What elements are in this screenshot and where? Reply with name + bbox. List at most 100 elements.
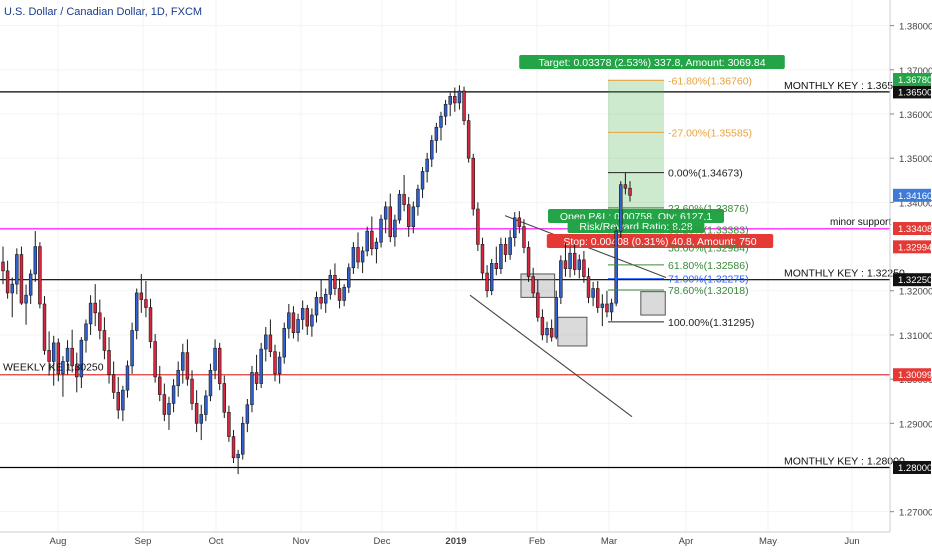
candle-body <box>79 339 84 378</box>
horizontal-levels <box>0 91 890 469</box>
level-labels: MONTHLY KEY : 1.36500 minor support MONTHL… <box>3 80 905 468</box>
candle-body <box>213 347 217 371</box>
candle-body <box>365 230 369 252</box>
candle-body <box>623 184 628 189</box>
candle-body <box>337 288 342 301</box>
candle-body <box>494 263 499 269</box>
price-axis[interactable]: 1.38000 1.37000 1.36000 1.35000 1.34000 1.320… <box>889 0 932 532</box>
fib-level-label: 50.00%(1.32984) <box>668 242 749 254</box>
candle-body <box>393 219 397 238</box>
long-position-tool[interactable]: Target: 0.03378 (2.53%) 337.8, Amount: 3… <box>519 55 785 248</box>
candle-body <box>139 292 144 300</box>
candle-body <box>333 274 337 289</box>
candle-body <box>466 120 471 159</box>
candle-body <box>65 347 70 362</box>
level-price-badge-text: 1.28000 <box>898 463 932 474</box>
candle-body <box>5 270 10 294</box>
time-tick-label: Feb <box>529 536 545 547</box>
time-tick-label: Apr <box>679 536 694 547</box>
fib-level-label: -27.00%(1.35585) <box>668 127 752 139</box>
candle-body <box>194 403 199 424</box>
price-tick-label: 1.38000 <box>899 22 932 33</box>
level-price-badge-bg <box>893 368 931 382</box>
chart-title: U.S. Dollar / Canadian Dollar, 1D, FXCM <box>4 6 202 18</box>
candle-body <box>388 206 392 238</box>
price-badge-text: 1.32994 <box>898 242 932 253</box>
level-price-badge: 1.32250 <box>893 273 932 287</box>
candle-body <box>582 259 586 277</box>
candle-body <box>457 90 462 104</box>
candle-body <box>167 403 171 415</box>
candle-body <box>545 328 549 336</box>
candle-body <box>508 237 512 255</box>
candle-body <box>411 206 416 227</box>
fib-level-label: 71.00%(1.32275) <box>668 274 749 286</box>
price-badge-bg <box>893 222 931 236</box>
candle-body <box>111 374 116 393</box>
candle-body <box>563 260 568 269</box>
candle-body <box>360 250 365 263</box>
candle-body <box>605 303 609 313</box>
candle-body <box>51 342 56 362</box>
level-price-badge: 1.28000 <box>893 460 932 474</box>
candle-body <box>56 342 61 375</box>
candle-body <box>471 157 475 210</box>
candle-body <box>356 247 360 263</box>
time-tick-label: Nov <box>293 536 310 547</box>
price-badge: 1.34160 <box>893 188 932 202</box>
candle-body <box>397 194 402 221</box>
candle-body <box>190 378 194 404</box>
price-badge: 1.32994 <box>893 240 932 254</box>
candle-body <box>116 392 120 411</box>
candle-body <box>572 252 577 270</box>
price-tick-label: 1.35000 <box>899 154 932 165</box>
candle-body <box>568 252 572 269</box>
candle-body <box>416 188 420 208</box>
candle-body <box>342 286 346 301</box>
level-price-badge-text: 1.36500 <box>898 87 932 98</box>
highlight-box <box>557 316 588 347</box>
time-tick-label: Aug <box>50 536 67 547</box>
fibonacci-retracement[interactable]: -61.80%(1.36760) -27.00%(1.35585) 0.00%(1.… <box>608 75 754 329</box>
level-price-badge-text: 1.30099 <box>898 370 932 381</box>
candle-body <box>264 334 268 350</box>
candle-body <box>614 230 618 304</box>
candle-body <box>222 383 227 413</box>
candle-body <box>305 308 310 327</box>
minor-support-label: minor support <box>830 217 891 228</box>
candle-body <box>254 372 259 384</box>
candle-body <box>480 244 485 274</box>
price-badge-text: 1.36780 <box>898 75 932 86</box>
time-tick-label: 2019 <box>445 536 466 547</box>
candle-body <box>296 319 300 334</box>
candle-body <box>287 312 291 329</box>
candle-body <box>383 206 388 220</box>
fib-level-label: 78.60%(1.32018) <box>668 285 749 297</box>
candle-body <box>600 303 605 308</box>
fib-level-label: -61.80%(1.36760) <box>668 75 752 87</box>
candle-body <box>549 328 554 338</box>
candle-body <box>273 351 277 375</box>
candle-body <box>153 341 157 378</box>
candle-body <box>144 299 148 308</box>
candle-body <box>268 334 273 353</box>
level-price-badge: 1.36500 <box>893 85 932 99</box>
candle-body <box>559 260 563 298</box>
position-stop-label-text: Stop: 0.00408 (0.31%) 40.8, Amount: 750 <box>563 236 756 248</box>
candle-body <box>609 302 614 313</box>
price-tick-label: 1.32000 <box>899 287 932 298</box>
price-tick-label: 1.37000 <box>899 66 932 77</box>
fib-level-label: 61.80%(1.32586) <box>668 260 749 272</box>
candle-body <box>540 316 545 336</box>
monthly-key-label-top: MONTHLY KEY : 1.36500 <box>784 80 905 92</box>
monthly-key-label-mid: MONTHLY KEY : 1.32250 <box>784 268 905 280</box>
candle-body <box>462 90 466 121</box>
candle-body <box>439 115 443 128</box>
price-badge-bg <box>893 73 931 87</box>
candle-body <box>259 348 263 384</box>
candle-body <box>314 297 319 316</box>
time-axis[interactable]: Aug Sep Oct Nov Dec 2019 Feb Mar Apr May Jun <box>0 531 890 547</box>
position-target-label-text: Target: 0.03378 (2.53%) 337.8, Amount: 3… <box>538 57 765 69</box>
candle-body <box>134 292 139 331</box>
level-price-badge: 1.30099 <box>893 368 932 382</box>
